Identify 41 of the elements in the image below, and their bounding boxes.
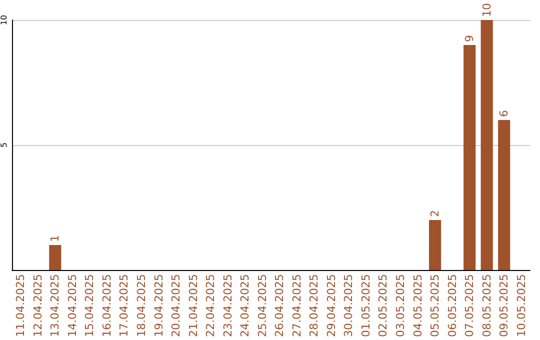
bar — [480, 20, 493, 270]
data-label: 2 — [428, 210, 442, 217]
x-tick-label: 22.04.2025 — [204, 274, 218, 337]
x-tick-label: 14.04.2025 — [66, 274, 79, 337]
x-tick-label: 27.04.2025 — [290, 274, 304, 337]
x-tick-label: 29.04.2025 — [324, 274, 338, 337]
data-label: 1 — [48, 235, 62, 242]
x-tick-label: 28.04.2025 — [308, 274, 321, 337]
x-tick-label: 12.04.2025 — [31, 274, 44, 337]
x-tick-label: 16.04.2025 — [100, 274, 114, 337]
bar — [49, 245, 62, 270]
data-label: 9 — [463, 35, 476, 42]
x-tick-label: 02.05.2025 — [376, 274, 390, 337]
x-tick-label: 13.04.2025 — [48, 274, 62, 337]
x-tick-label: 08.05.2025 — [480, 274, 494, 337]
x-tick-label: 05.05.2025 — [428, 274, 442, 337]
x-tick-label: 07.05.2025 — [463, 274, 476, 337]
x-tick-label: 25.04.2025 — [256, 274, 269, 337]
x-tick-label: 04.05.2025 — [411, 274, 424, 337]
x-tick-label: 09.05.2025 — [498, 274, 511, 337]
bar — [464, 45, 476, 270]
x-tick-label: 06.05.2025 — [446, 274, 459, 337]
x-tick-label: 18.04.2025 — [135, 274, 148, 337]
x-tick-label: 15.04.2025 — [83, 274, 96, 337]
bar — [428, 220, 442, 270]
x-tick-label: 11.04.2025 — [14, 274, 28, 337]
x-tick-label: 10.05.2025 — [514, 274, 528, 337]
x-tick-label: 19.04.2025 — [152, 274, 166, 337]
x-tick-label: 20.04.2025 — [170, 274, 183, 337]
x-tick-label: 03.05.2025 — [394, 274, 407, 337]
bar — [498, 120, 510, 270]
x-tick-label: 17.04.2025 — [118, 274, 131, 337]
x-tick-label: 30.04.2025 — [342, 274, 356, 337]
x-tick-label: 26.04.2025 — [273, 274, 286, 337]
y-tick-label: 5 — [0, 142, 8, 148]
data-label: 6 — [498, 110, 511, 117]
x-tick-label: 23.04.2025 — [221, 274, 234, 337]
x-tick-label: 24.04.2025 — [238, 274, 252, 337]
x-tick-label: 01.05.2025 — [359, 274, 372, 337]
x-tick-label: 21.04.2025 — [186, 274, 200, 337]
data-label: 10 — [480, 3, 494, 17]
